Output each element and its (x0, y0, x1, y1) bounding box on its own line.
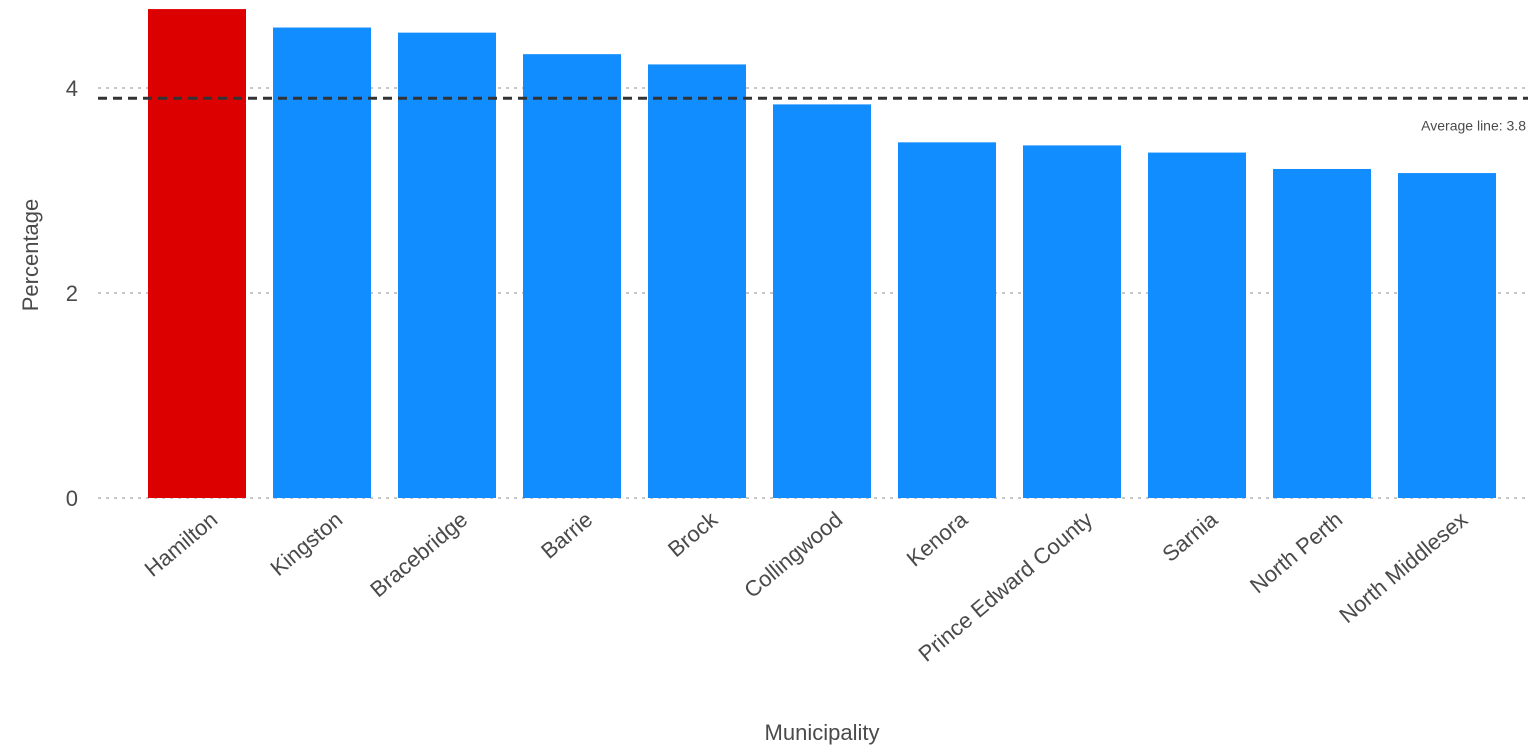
x-category-label: Collingwood (739, 507, 847, 603)
bar-hamilton[interactable] (148, 9, 246, 498)
x-category-label: Bracebridge (365, 507, 472, 602)
x-axis-labels: Hamilton Kingston Bracebridge Barrie Brock Co… (140, 506, 1473, 666)
x-category-label: North Perth (1245, 507, 1347, 598)
x-category-label: Kenora (902, 506, 973, 571)
y-axis-title: Percentage (18, 199, 43, 312)
bar-prince-edward-county[interactable] (1023, 145, 1121, 498)
x-category-label: Sarnia (1157, 506, 1222, 567)
x-category-label: Hamilton (140, 507, 223, 582)
bar-north-perth[interactable] (1273, 168, 1371, 498)
x-category-label: Kingston (266, 507, 348, 581)
x-axis-title: Municipality (765, 720, 880, 745)
bar-bracebridge[interactable] (398, 32, 496, 499)
bar-brock[interactable] (648, 64, 746, 499)
bar-north-middlesex[interactable] (1398, 173, 1496, 498)
bar-collingwood[interactable] (773, 104, 871, 499)
average-line-group: Average line: 3.8 (98, 96, 1528, 133)
bar-sarnia[interactable] (1148, 152, 1246, 498)
bars (148, 9, 1496, 499)
average-line-label: Average line: 3.8 (1421, 117, 1526, 133)
x-category-label: North Middlesex (1334, 507, 1472, 628)
y-tick-label: 2 (66, 281, 78, 306)
bar-barrie[interactable] (523, 54, 621, 499)
x-category-label: Barrie (536, 507, 597, 564)
y-tick-label: 0 (66, 486, 78, 511)
bar-kenora[interactable] (898, 142, 996, 498)
y-axis-ticks: 0 2 4 (66, 76, 78, 511)
y-tick-label: 4 (66, 76, 78, 101)
bar-kingston[interactable] (273, 27, 371, 499)
x-category-label: Brock (663, 506, 723, 562)
